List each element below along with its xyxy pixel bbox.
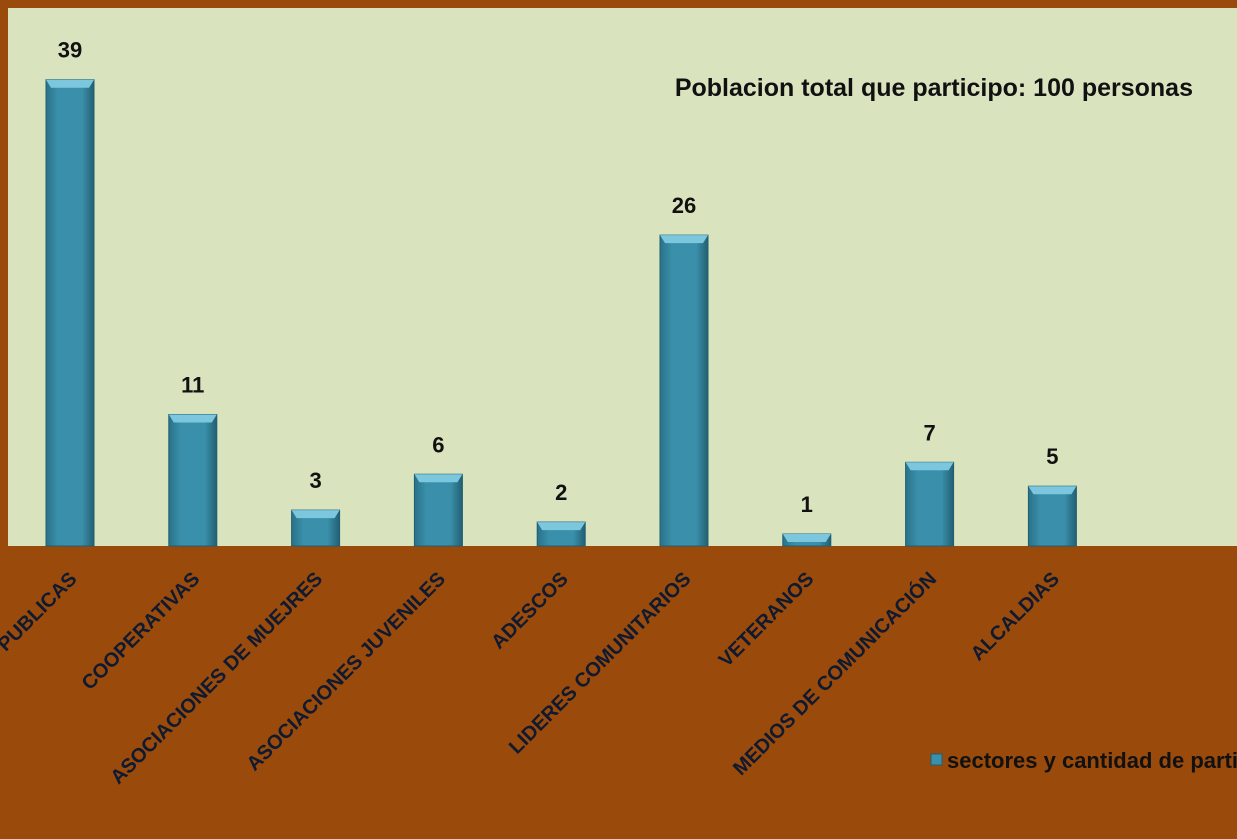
category-label: VETERANOS (715, 568, 819, 672)
bar-cap (168, 414, 217, 423)
category-label: ASOCIACIONES DE MUEJRES (106, 568, 327, 789)
value-label: 26 (672, 193, 696, 218)
bar-cap (1028, 486, 1077, 495)
value-label: 2 (555, 480, 567, 505)
bar (1027, 485, 1077, 547)
category-label: ALCALDIAS (967, 568, 1064, 665)
value-label: 11 (181, 372, 204, 397)
bar-cap (537, 522, 586, 531)
bar-body (1027, 485, 1077, 547)
bar (659, 234, 709, 547)
bar-cap (660, 235, 708, 244)
bar-body (413, 473, 463, 547)
legend: sectores y cantidad de participantes (930, 748, 1237, 773)
bar-cap (291, 510, 340, 519)
bar (536, 521, 586, 547)
value-label: 1 (801, 492, 813, 517)
legend-label: sectores y cantidad de participantes (947, 748, 1237, 773)
legend-swatch (930, 753, 943, 766)
bar (905, 461, 955, 547)
chart-annotation: Poblacion total que participo: 100 perso… (675, 74, 1193, 102)
category-label: COOPERATIVAS (78, 568, 205, 695)
bar-cap (905, 462, 954, 471)
bar (291, 509, 341, 547)
value-label: 7 (923, 420, 935, 445)
bar-body (659, 234, 709, 547)
bar-body (905, 461, 955, 547)
bar-cap (782, 534, 831, 543)
value-label: 3 (309, 468, 321, 493)
bar (782, 533, 832, 547)
bar-cap (414, 474, 463, 483)
bar-cap (46, 79, 94, 88)
value-label: 5 (1046, 444, 1058, 469)
bar-body (45, 79, 95, 547)
category-label: INSTITUCIONES PUBLICAS (0, 568, 82, 769)
bar (168, 413, 218, 547)
bar (45, 79, 95, 547)
category-label: MEDIOS DE COMUNICACIÓN (728, 567, 941, 780)
bar-body (168, 413, 218, 547)
category-label: ADESCOS (487, 568, 572, 653)
value-label: 6 (432, 432, 444, 457)
category-label: ASOCIACIONES JUVENILES (243, 568, 450, 775)
bar (413, 473, 463, 547)
value-label: 39 (58, 38, 82, 63)
